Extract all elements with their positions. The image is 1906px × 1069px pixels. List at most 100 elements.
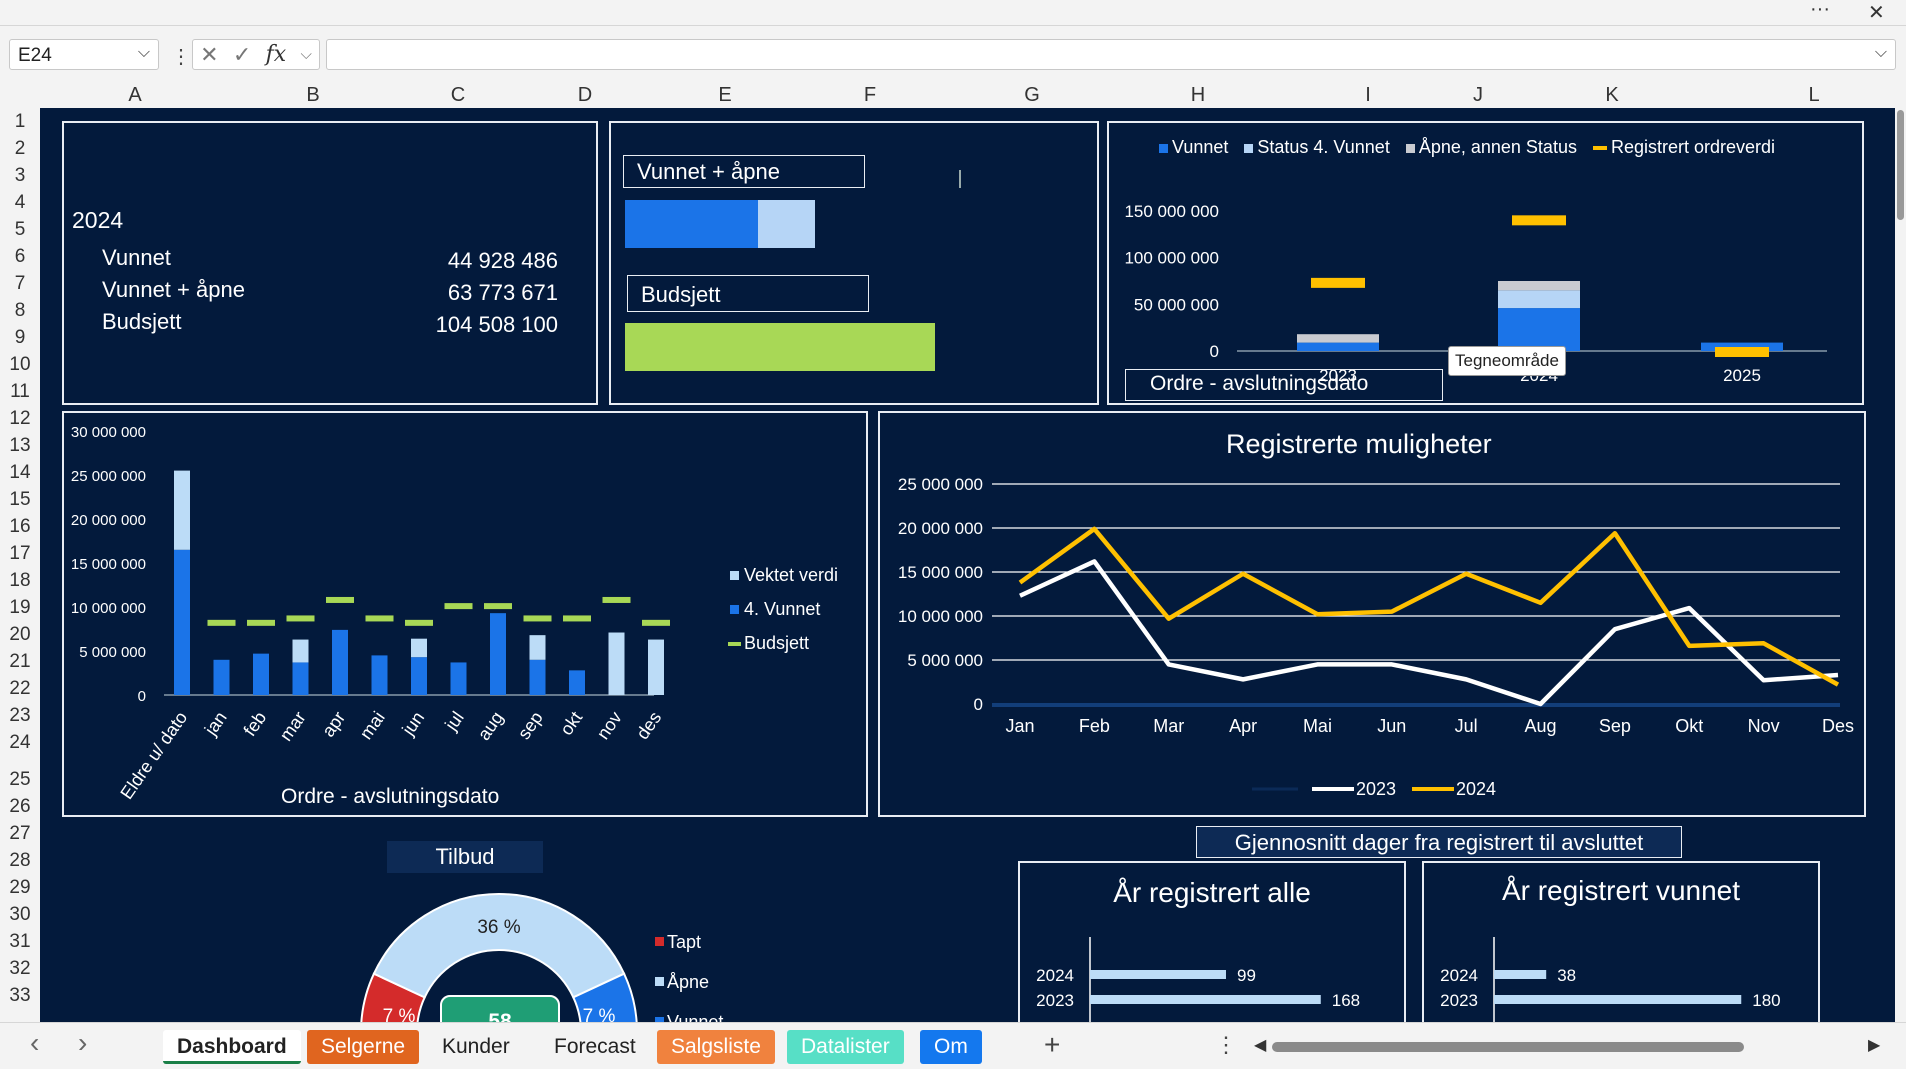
scroll-thumb[interactable] [1897, 110, 1904, 220]
legend-label: 4. Vunnet [744, 599, 820, 619]
enter-icon[interactable]: ✓ [232, 41, 252, 67]
legend-marker [730, 571, 739, 580]
dashboard-sheet: 2024 Vunnet 44 928 486 Vunnet + åpne 63 … [40, 108, 1895, 1022]
row-header[interactable]: 6 [14, 246, 26, 267]
tab-dashboard[interactable]: Dashboard [163, 1030, 301, 1064]
prev-sheet-icon[interactable]: ‹ [30, 1027, 40, 1058]
row-header[interactable]: 13 [9, 435, 31, 456]
column-header[interactable]: E [718, 84, 732, 106]
column-header[interactable]: F [863, 84, 877, 106]
column-header[interactable]: A [128, 84, 142, 106]
chevron-down-icon[interactable]: ⌵ [1874, 44, 1887, 61]
row-header[interactable]: 20 [9, 624, 31, 645]
row-header[interactable]: 7 [14, 273, 26, 294]
kebab-icon[interactable]: ⋮ [171, 46, 191, 68]
row-header[interactable]: 31 [9, 931, 31, 952]
chevron-down-icon[interactable]: ⌵ [300, 46, 312, 63]
next-sheet-icon[interactable]: › [78, 1027, 88, 1058]
function-icon[interactable]: fx [265, 42, 287, 67]
row-header[interactable]: 11 [10, 381, 30, 402]
row-header[interactable]: 16 [9, 516, 31, 537]
tab-salgsliste[interactable]: Salgsliste [657, 1030, 775, 1064]
row-header[interactable]: 30 [9, 904, 31, 925]
add-sheet-icon[interactable]: + [1044, 1029, 1061, 1060]
bar-won [490, 613, 506, 695]
tab-kunder[interactable]: Kunder [442, 1035, 510, 1058]
x-tick-label: okt [556, 708, 586, 739]
summary-value-won-open: 63 773 671 [447, 280, 558, 305]
row-header[interactable]: 19 [9, 597, 31, 618]
row-header[interactable]: 24 [9, 732, 31, 753]
legend-marker [1405, 143, 1415, 153]
vertical-scrollbar[interactable] [1895, 82, 1906, 1022]
summary-label-won: Vunnet [102, 245, 171, 270]
legend-label: Vunnet [1172, 137, 1229, 157]
row-header[interactable]: 18 [9, 570, 31, 591]
value-label: 180 [1752, 991, 1780, 1010]
text-cursor [959, 170, 961, 188]
column-header[interactable]: D [577, 84, 593, 106]
row-header[interactable]: 8 [14, 300, 26, 321]
gauge-segment [571, 972, 638, 1022]
formula-bar: E24 ⌵ ⋮ ✕ ✓ fx ⌵ ⌵ [0, 26, 1906, 82]
row-headers: 1 2 3 4 5 6 7 8 9 10 11 12 13 14 15 16 17 18 19 20 21 22 23 24 2… [0, 108, 40, 1022]
budget-label-box: Budsjett [627, 275, 869, 312]
tab-datalister[interactable]: Datalister [787, 1030, 904, 1064]
kebab-icon[interactable]: ⋮ [1215, 1032, 1237, 1057]
avg-all-chart: 2024 99 2023 168 [1036, 937, 1360, 1022]
center-value-box [440, 995, 560, 1022]
tab-selgerne[interactable]: Selgerne [307, 1030, 420, 1064]
horizontal-scroll-thumb[interactable] [1272, 1042, 1744, 1052]
y-tick-label: 0 [138, 688, 146, 705]
column-header[interactable]: G [1024, 84, 1040, 106]
row-header[interactable]: 23 [9, 705, 31, 726]
row-header[interactable]: 27 [9, 823, 31, 844]
tab-om[interactable]: Om [920, 1030, 982, 1064]
avg-days-heading: Gjennosnitt dager fra registrert til avs… [1196, 826, 1682, 858]
column-header[interactable]: K [1605, 84, 1619, 106]
column-header[interactable]: L [1808, 84, 1820, 106]
y-tick-label: 25 000 000 [71, 468, 146, 485]
row-header[interactable]: 5 [14, 219, 26, 240]
row-header[interactable]: 3 [14, 165, 26, 186]
row-header[interactable]: 28 [9, 850, 31, 871]
marker-budget [563, 615, 591, 622]
row-header[interactable]: 22 [9, 678, 31, 699]
cancel-icon[interactable]: ✕ [200, 41, 219, 67]
row-header[interactable]: 14 [9, 462, 31, 483]
row-header[interactable]: 32 [9, 958, 31, 979]
bar-weighted [648, 639, 664, 695]
column-header[interactable]: J [1473, 84, 1483, 106]
row-header[interactable]: 9 [14, 327, 26, 348]
y-tick-label: 0 [1210, 342, 1219, 361]
registered-title: Registrerte muligheter [1226, 429, 1492, 459]
row-header[interactable]: 33 [9, 985, 31, 1006]
scroll-left-icon[interactable]: ◀ [1254, 1037, 1267, 1054]
row-header[interactable]: 2 [14, 138, 26, 159]
y-tick-label: 5 000 000 [79, 644, 146, 661]
legend-item: Åpne, annen Status [1405, 137, 1577, 158]
row-header[interactable]: 26 [9, 796, 31, 817]
row-header[interactable]: 15 [9, 489, 31, 510]
row-header[interactable]: 17 [9, 543, 31, 564]
column-header[interactable]: B [306, 84, 320, 106]
marker-registered [1715, 347, 1769, 357]
row-header[interactable]: 4 [14, 192, 26, 213]
row-header[interactable]: 10 [9, 354, 31, 375]
row-header[interactable]: 1 [14, 111, 26, 132]
column-header[interactable]: H [1190, 84, 1206, 106]
row-header[interactable]: 12 [9, 408, 31, 429]
column-header[interactable]: I [1365, 84, 1371, 106]
name-box[interactable]: E24 ⌵ [9, 39, 159, 70]
row-header[interactable]: 29 [9, 877, 31, 898]
close-icon[interactable]: ✕ [1868, 2, 1885, 24]
scroll-right-icon[interactable]: ▶ [1868, 1037, 1881, 1054]
tab-forecast[interactable]: Forecast [554, 1035, 636, 1058]
column-header[interactable]: C [450, 84, 466, 106]
row-header[interactable]: 25 [9, 769, 31, 790]
formula-input[interactable]: ⌵ [326, 39, 1896, 70]
row-header[interactable]: 21 [9, 651, 31, 672]
chevron-down-icon[interactable]: ⌵ [137, 44, 150, 61]
won-bar-fill [625, 200, 758, 248]
more-options-icon[interactable]: ··· [1810, 0, 1830, 20]
